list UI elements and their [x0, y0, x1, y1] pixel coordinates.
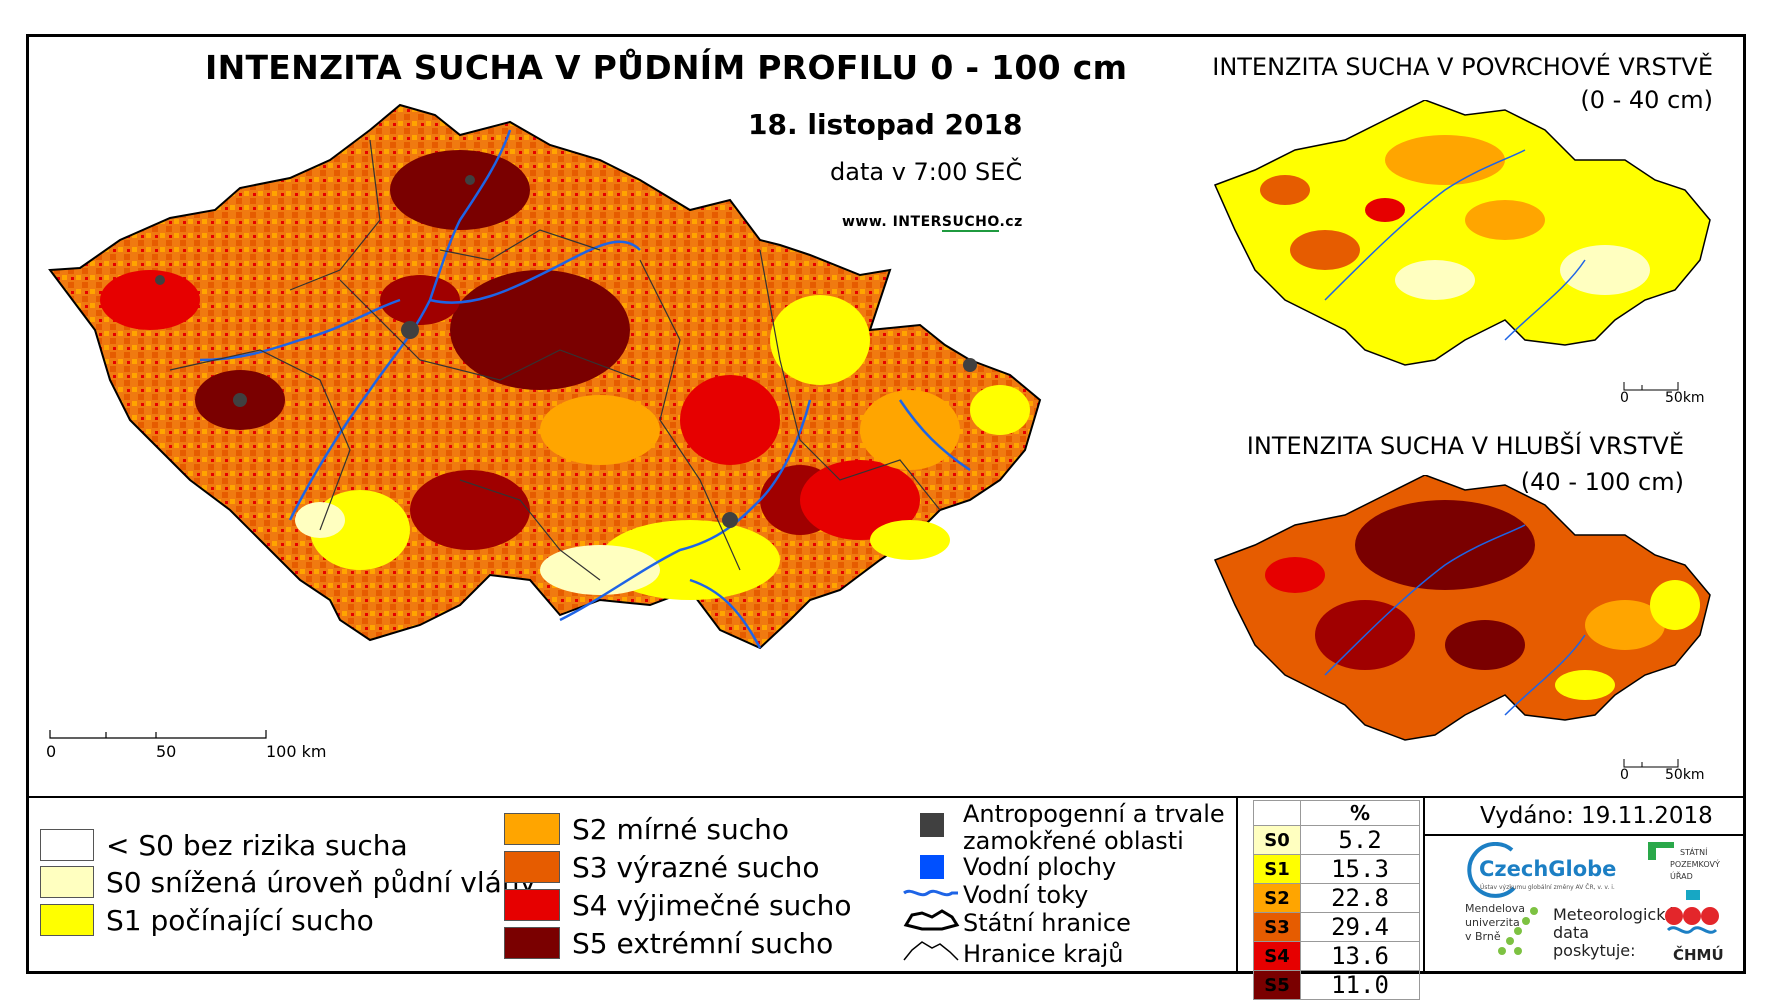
czechglobe-name: CzechGlobe: [1479, 857, 1617, 881]
meteo-line1: Meteorologická: [1553, 905, 1675, 924]
swatch-s0: [40, 866, 94, 898]
state-border-icon: [903, 909, 960, 931]
stats-value: 22.8: [1300, 883, 1420, 913]
stats-value: 11.0: [1300, 970, 1420, 1000]
swatch-s2: [504, 813, 560, 845]
spu-line3: ÚŘAD: [1670, 872, 1693, 881]
issued-divider: [1425, 834, 1743, 836]
stats-class: S3: [1253, 912, 1301, 942]
chmu-name: ČHMÚ: [1673, 946, 1724, 964]
stats-row: S3 29.4: [1253, 912, 1420, 942]
chmu-emblem-icon: [1665, 890, 1719, 934]
swatch-anthropogenic: [920, 813, 944, 837]
urban-areas: [155, 175, 977, 528]
stats-value: 15.3: [1300, 854, 1420, 884]
mendel-line1: Mendelova: [1465, 902, 1526, 915]
inset-top-scale-0: 0: [1620, 390, 1629, 406]
scale-label-50: 50: [156, 742, 177, 761]
legend-water-bodies: Vodní plochy: [963, 853, 1117, 881]
legend-anthropogenic-line2: zamokřené oblasti: [963, 827, 1184, 855]
stats-class: S4: [1253, 941, 1301, 971]
legend-anthropogenic-line1: Antropogenní a trvale: [963, 800, 1225, 828]
swatch-water-bodies: [920, 855, 944, 879]
data-time: data v 7:00 SEČ: [830, 158, 1023, 186]
meteo-line3: poskytuje:: [1553, 941, 1636, 960]
inset-bottom-scale-0: 0: [1620, 767, 1629, 783]
stats-header-percent: %: [1300, 800, 1420, 826]
inset-bottom-subtitle: (40 - 100 cm): [1520, 468, 1684, 496]
stats-class: S5: [1253, 970, 1301, 1000]
legend-s4: S4 výjimečné sucho: [572, 889, 852, 922]
spu-line1: STÁTNÍ: [1680, 848, 1708, 857]
website-suffix: .cz: [999, 214, 1023, 230]
stats-value: 5.2: [1300, 825, 1420, 855]
map-title: INTENZITA SUCHA V PŮDNÍM PROFILU 0 - 100…: [205, 48, 1128, 87]
legend-s2: S2 mírné sucho: [572, 813, 790, 846]
stats-row: S5 11.0: [1253, 970, 1420, 1000]
mendel-line3: v Brně: [1465, 930, 1501, 943]
region-borders: [169, 139, 941, 581]
inset-bottom-map: [1213, 475, 1711, 741]
inset-top-title: INTENZITA SUCHA V POVRCHOVÉ VRSTVĚ: [1212, 53, 1713, 81]
legend-rivers: Vodní toky: [963, 881, 1089, 909]
legend-s0: S0 snížená úroveň půdní vláhy: [106, 866, 537, 899]
inset-bottom-title: INTENZITA SUCHA V HLUBŠÍ VRSTVĚ: [1246, 432, 1684, 460]
website-link[interactable]: www. INTERSUCHO.cz: [842, 214, 1023, 232]
scale-label-0: 0: [46, 742, 57, 761]
swatch-s5: [504, 927, 560, 959]
legend-state-border: Státní hranice: [963, 909, 1131, 937]
map-date: 18. listopad 2018: [748, 108, 1023, 141]
inset-top-subtitle: (0 - 40 cm): [1580, 86, 1713, 114]
spu-mark-icon: [1648, 842, 1674, 860]
czechglobe-arc-icon: [1467, 842, 1516, 898]
spu-line2: POZEMKOVÝ: [1670, 860, 1720, 869]
main-scale-bar: [49, 730, 267, 739]
inset-top-map: [1213, 100, 1711, 366]
legend-region-border: Hranice krajů: [963, 940, 1124, 968]
river-line-icon: [903, 889, 958, 897]
stats-header-row: %: [1253, 800, 1420, 826]
drought-stats-table: % S0 5.2 S1 15.3 S2 22.8 S3 29.4 S4 13.6 S5 11…: [1253, 800, 1420, 1000]
meteo-line2: data: [1553, 923, 1590, 942]
issued-date: Vydáno: 19.11.2018: [1480, 803, 1713, 829]
swatch-s4: [504, 889, 560, 921]
swatch-s3: [504, 851, 560, 883]
stats-value: 13.6: [1300, 941, 1420, 971]
legend-vdivider-2: [1423, 798, 1425, 974]
legend-s1: S1 počínající sucho: [106, 904, 374, 937]
czechglobe-subtitle: Ústav výzkumu globální změny AV ČR, v. v…: [1480, 884, 1615, 891]
legend-no-risk: < S0 bez rizika sucha: [106, 829, 408, 862]
inset-bottom-scale-50: 50km: [1665, 767, 1705, 783]
legend-s5: S5 extrémní sucho: [572, 927, 834, 960]
stats-row: S4 13.6: [1253, 941, 1420, 971]
stats-row: S1 15.3: [1253, 854, 1420, 884]
legend-vdivider-1: [1236, 798, 1238, 974]
stats-class: S1: [1253, 854, 1301, 884]
website-prefix: www. INTER: [842, 214, 942, 230]
inset-top-scale-50: 50km: [1665, 390, 1705, 406]
stats-class: S2: [1253, 883, 1301, 913]
legend-divider: [29, 796, 1743, 798]
stats-row: S0 5.2: [1253, 825, 1420, 855]
legend-s3: S3 výrazné sucho: [572, 851, 820, 884]
swatch-no-risk: [40, 829, 94, 861]
website-brand: SUCHO: [941, 214, 1000, 232]
scale-label-100: 100 km: [266, 742, 327, 761]
main-drought-map: [48, 103, 1042, 650]
inset-top-scale-bar: [1623, 382, 1679, 391]
stats-value: 29.4: [1300, 912, 1420, 942]
mendel-dots-icon: [1498, 907, 1538, 955]
rivers: [199, 129, 971, 649]
mendel-line2: univerzita: [1465, 916, 1520, 929]
region-border-icon: [903, 941, 959, 961]
stats-class: S0: [1253, 825, 1301, 855]
inset-bottom-scale-bar: [1623, 759, 1679, 768]
swatch-s1: [40, 904, 94, 936]
drought-patches: [100, 150, 1030, 600]
stats-row: S2 22.8: [1253, 883, 1420, 913]
